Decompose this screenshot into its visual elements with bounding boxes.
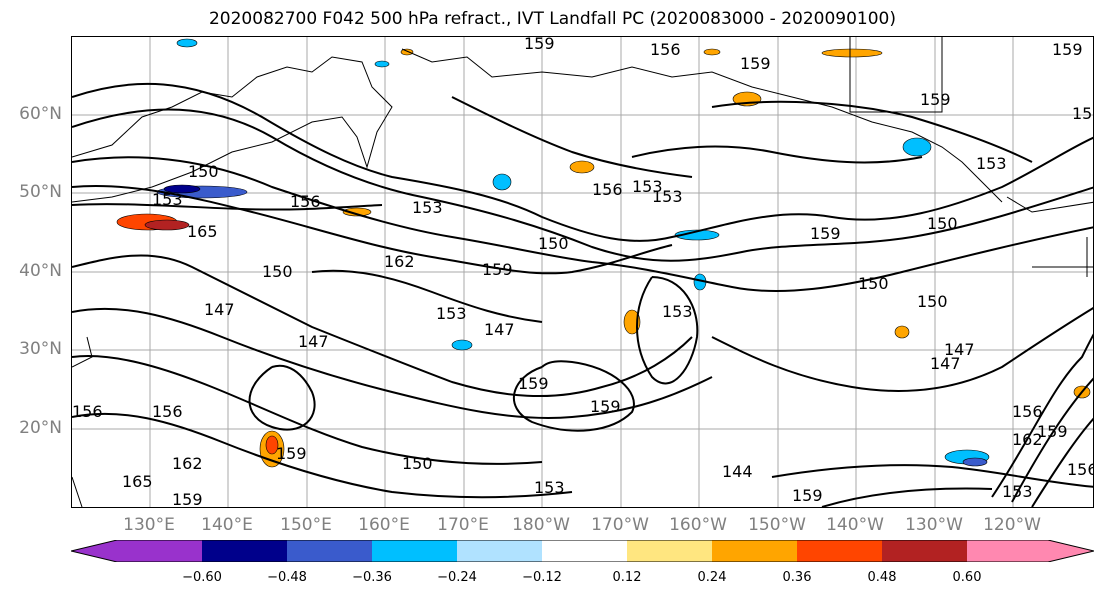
contour-label: 153 xyxy=(632,177,663,196)
lat-label: 30°N xyxy=(19,339,62,359)
contour-label: 150 xyxy=(262,262,293,281)
lon-label: 140°E xyxy=(201,515,253,535)
contour-label: 159 xyxy=(276,444,307,463)
lon-label: 170°W xyxy=(591,515,649,535)
contour-label: 153 xyxy=(412,198,443,217)
contour-label: 147 xyxy=(484,320,515,339)
colorbar-tick-label: 0.60 xyxy=(952,570,982,585)
lon-label: 130°W xyxy=(905,515,963,535)
contour-label: 162 xyxy=(384,252,415,271)
contour-label: 156 xyxy=(290,192,321,211)
contour-label: 156 xyxy=(72,402,103,421)
colorbar-segment xyxy=(542,540,627,562)
contour-label: 159 xyxy=(1052,40,1083,59)
contour-label: 153 xyxy=(534,478,565,497)
colorbar-segment xyxy=(797,540,882,562)
contour-label: 156 xyxy=(650,40,681,59)
colorbar-tick-label: −0.48 xyxy=(267,570,307,585)
contour-label: 159 xyxy=(172,490,203,508)
lon-label: 120°W xyxy=(983,515,1041,535)
coastlines xyxy=(72,37,1093,507)
contour-label: 150 xyxy=(917,292,948,311)
contour-label: 147 xyxy=(944,340,975,359)
contour-label: 159 xyxy=(792,486,823,505)
contour-label: 159 xyxy=(590,397,621,416)
contour-label: 159 xyxy=(1037,422,1068,441)
contour-label: 150 xyxy=(858,274,889,293)
lat-label: 20°N xyxy=(19,418,62,438)
map-panel: 159 156 159 159 156 150 153 156 153 156 … xyxy=(71,36,1094,508)
colorbar-tick-label: −0.60 xyxy=(182,570,222,585)
colorbar-tick-label: −0.24 xyxy=(437,570,477,585)
contour-label: 156 xyxy=(1072,104,1094,123)
contour-label: 147 xyxy=(204,300,235,319)
contour-label: 156 xyxy=(1067,460,1094,479)
contour-label: 147 xyxy=(930,354,961,373)
contour-label: 153 xyxy=(976,154,1007,173)
contour-label: 159 xyxy=(482,260,513,279)
contour-label: 165 xyxy=(122,472,153,491)
lon-label: 130°E xyxy=(123,515,175,535)
colorbar-segment xyxy=(202,540,287,562)
map-title: 2020082700 F042 500 hPa refract., IVT La… xyxy=(208,9,896,29)
contour-label: 150 xyxy=(538,234,569,253)
lon-label: 180°W xyxy=(512,515,570,535)
lon-label: 150°W xyxy=(748,515,806,535)
contour-label: 150 xyxy=(402,454,433,473)
colorbar-tick-label: 0.36 xyxy=(782,570,812,585)
lon-label: 170°E xyxy=(437,515,489,535)
contour-label: 153 xyxy=(662,302,693,321)
contour-label: 150 xyxy=(188,162,219,181)
contour-label: 153 xyxy=(1002,482,1033,501)
contour-label: 159 xyxy=(740,54,771,73)
colorbar-segment xyxy=(71,540,202,562)
lat-label: 60°N xyxy=(19,104,62,124)
colorbar-segment xyxy=(287,540,372,562)
lon-label: 140°W xyxy=(826,515,884,535)
contour-label: 156 xyxy=(1012,402,1043,421)
contour-label: 162 xyxy=(172,454,203,473)
contour-label: 159 xyxy=(920,90,951,109)
contour-label-group: 159 156 159 159 156 150 153 156 153 156 … xyxy=(72,37,1094,508)
lat-label: 50°N xyxy=(19,182,62,202)
colorbar-tick-label: −0.12 xyxy=(522,570,562,585)
lon-label: 150°E xyxy=(280,515,332,535)
contour-label: 144 xyxy=(722,462,753,481)
contour-lines xyxy=(72,82,1093,507)
contour-label: 165 xyxy=(187,222,218,241)
contour-label: 159 xyxy=(518,374,549,393)
contour-label: 150 xyxy=(927,214,958,233)
contour-label: 159 xyxy=(524,37,555,53)
colorbar-tick-label: 0.24 xyxy=(697,570,727,585)
lon-label: 160°W xyxy=(669,515,727,535)
colorbar-tick-label: 0.48 xyxy=(867,570,897,585)
gridlines xyxy=(72,37,1093,507)
colorbar-segment xyxy=(712,540,797,562)
colorbar-tick-label: 0.12 xyxy=(612,570,642,585)
colorbar-segment xyxy=(627,540,712,562)
contour-label: 153 xyxy=(652,187,683,206)
lat-label: 40°N xyxy=(19,261,62,281)
contour-label: 153 xyxy=(152,190,183,209)
lon-label: 160°E xyxy=(358,515,410,535)
colorbar-segment xyxy=(967,540,1094,562)
contour-label: 156 xyxy=(592,180,623,199)
colorbar-segment xyxy=(372,540,457,562)
contour-label: 159 xyxy=(810,224,841,243)
map-canvas: 159 156 159 159 156 150 153 156 153 156 … xyxy=(72,37,1094,508)
shading-patches xyxy=(116,38,1091,468)
colorbar-segment xyxy=(457,540,542,562)
contour-label: 153 xyxy=(436,304,467,323)
colorbar-segment xyxy=(882,540,967,562)
contour-label: 147 xyxy=(298,332,329,351)
contour-label: 162 xyxy=(1012,430,1043,449)
colorbar-tick-label: −0.36 xyxy=(352,570,392,585)
contour-label: 156 xyxy=(152,402,183,421)
colorbar xyxy=(71,540,1094,562)
